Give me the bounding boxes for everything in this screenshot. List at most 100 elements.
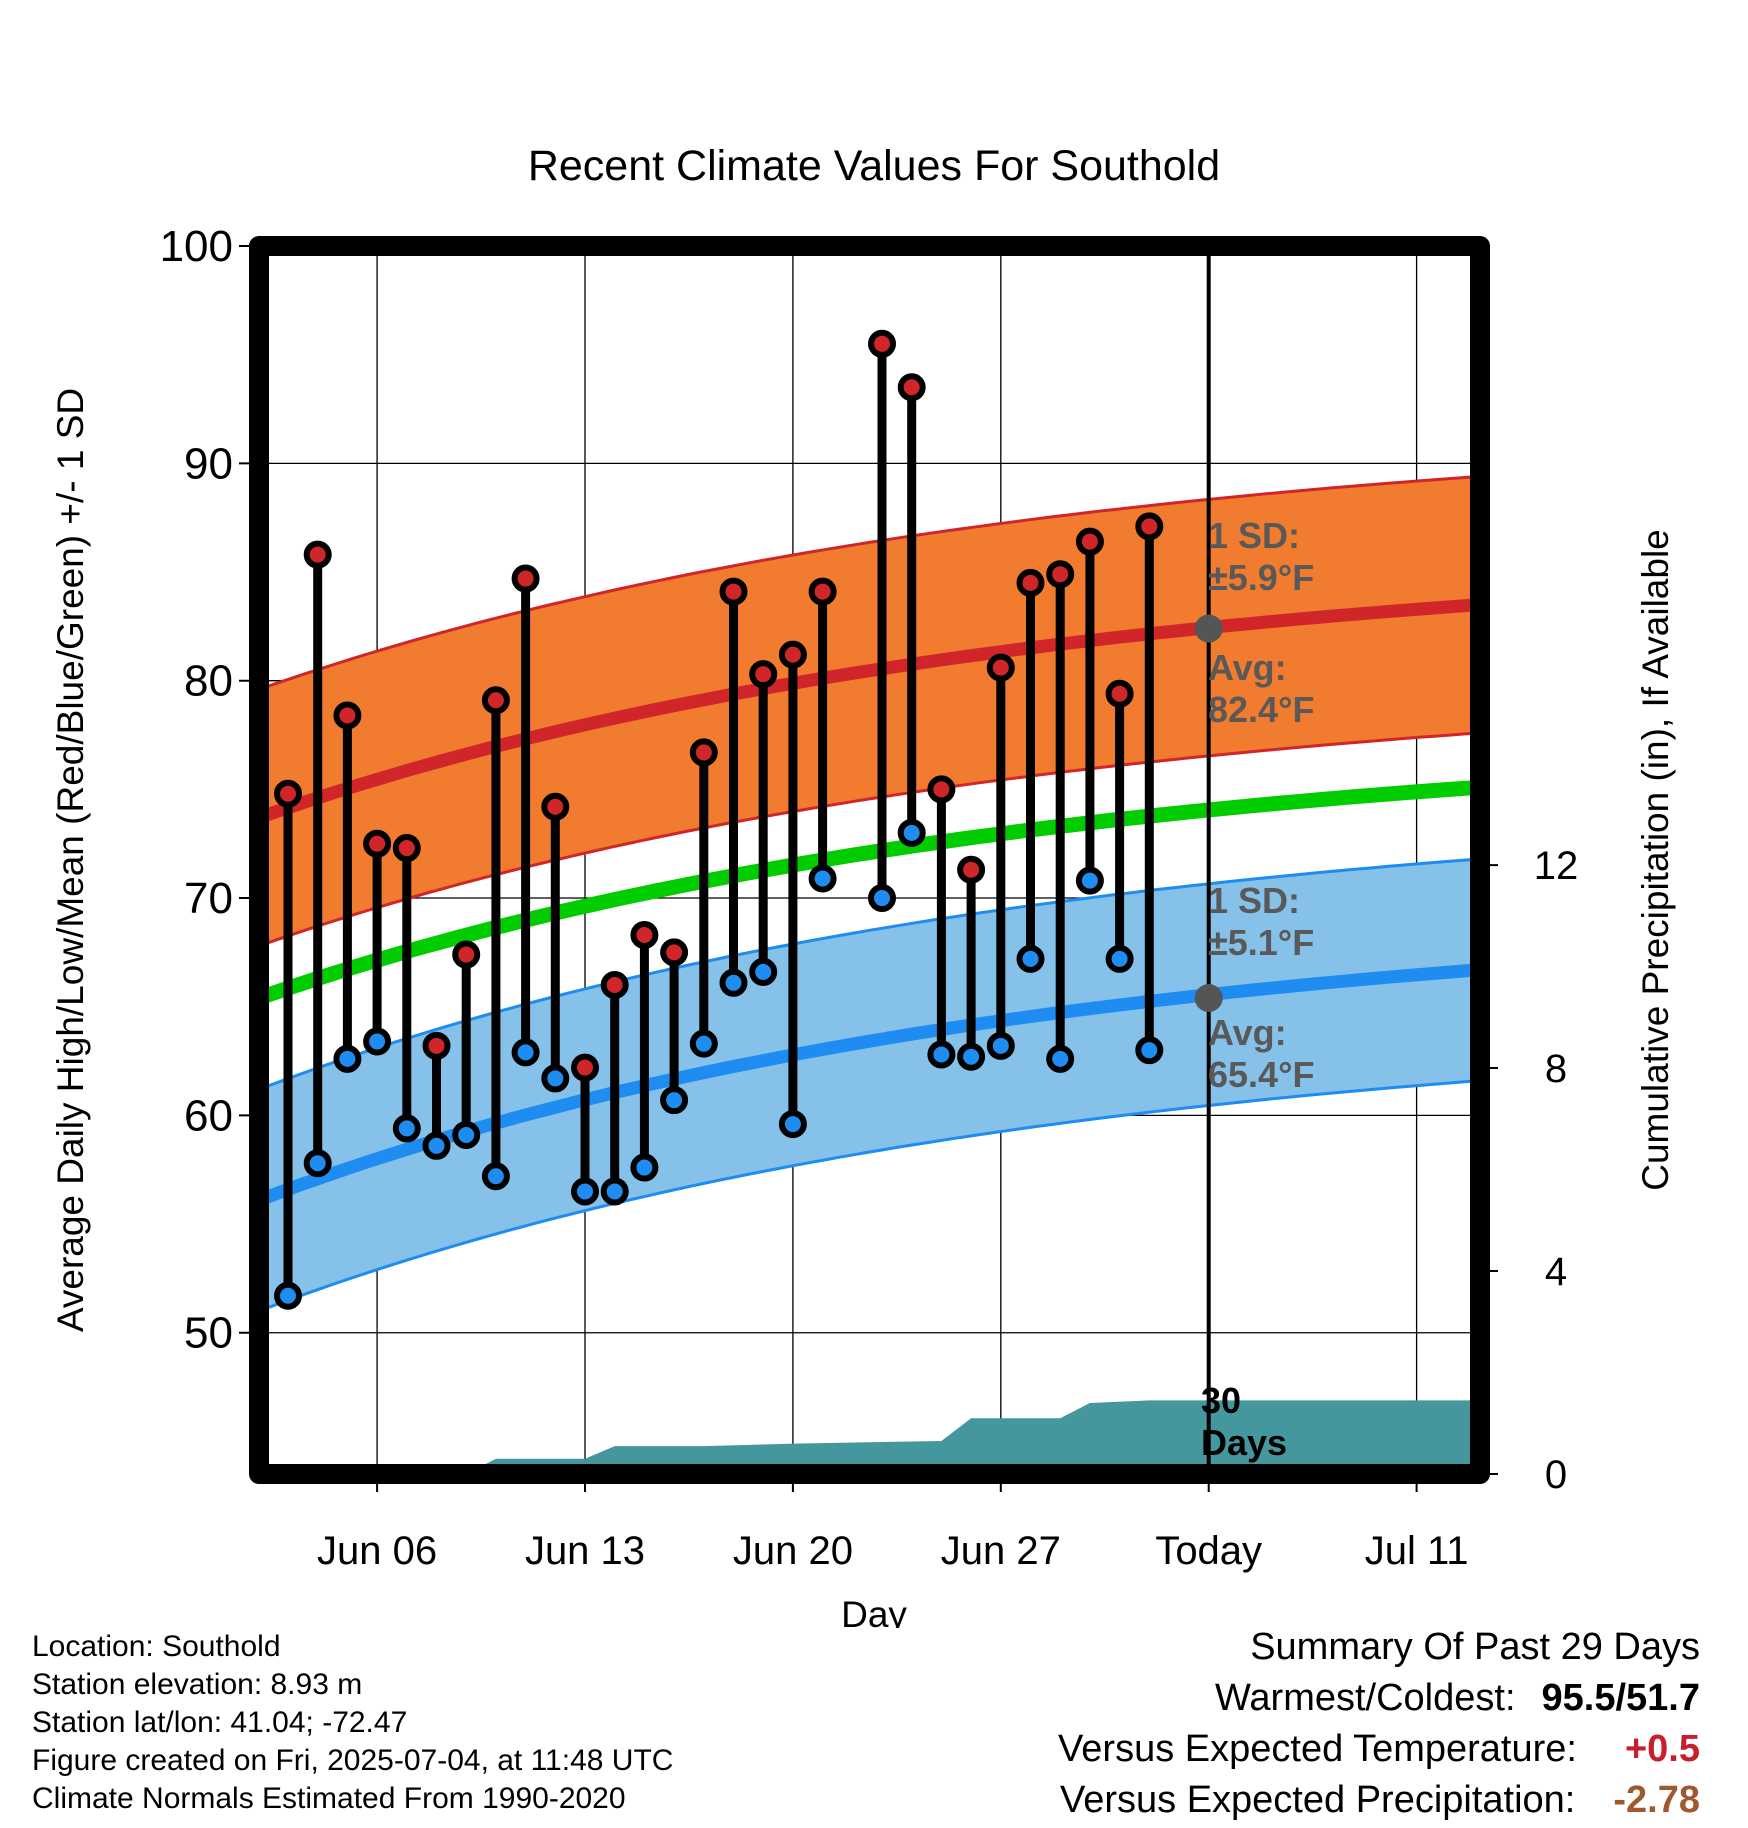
daily-low-point [363,1027,392,1056]
daily-high-point [749,660,778,689]
y-tick-label: 80 [184,657,233,706]
temp-anomaly-label: Versus Expected Temperature: [1058,1728,1577,1770]
low-band [259,858,1480,1311]
daily-low-point [452,1120,481,1149]
y2-tick-label: 12 [1534,844,1579,888]
warmest-coldest-value: 95.5/51.7 [1541,1677,1700,1719]
daily-high-point [1046,560,1075,589]
daily-high-point [392,834,421,863]
latlon-text: Station lat/lon: 41.04; -72.47 [32,1706,408,1739]
elevation-text: Station elevation: 8.93 m [32,1668,363,1701]
high-band [259,476,1480,946]
summary-precip-row: Versus Expected Precipitation: -2.78 [1058,1775,1700,1826]
daily-low-point [749,957,778,986]
y-axis-label: Average Daily High/Low/Mean (Red/Blue/Gr… [50,388,91,1332]
daily-low-point [571,1177,599,1206]
low-avg-label: Avg: [1208,1012,1287,1053]
plot-frame [249,236,1490,1484]
daily-high-point [541,792,570,821]
daily-high-point [986,653,1015,682]
daily-low-point [1046,1044,1075,1073]
high-sd-label: 1 SD: [1208,515,1300,556]
plot-area [239,236,1498,1492]
summary-warmest-row: Warmest/Coldest: 95.5/51.7 [1058,1673,1700,1724]
low-band-lower [258,1079,1481,1313]
precip-area [259,1400,1480,1474]
temp-anomaly-value: +0.5 [1624,1728,1700,1770]
y-tick-label: 70 [184,874,233,923]
high-band-lower [258,731,1481,948]
daily-high-point [422,1031,451,1060]
daily-high-point [1105,679,1134,708]
precip-anomaly-label: Versus Expected Precipitation: [1059,1779,1576,1821]
daily-low-point [778,1110,807,1139]
low-avg-value: 65.4°F [1208,1054,1314,1095]
daily-high-point [600,970,629,999]
daily-low-point [689,1029,718,1058]
daily-low-point [392,1114,421,1143]
daily-high-point [511,564,540,593]
high-normal-line [256,598,1481,824]
daily-high-point [897,373,926,402]
daily-high-point [719,577,748,606]
low-sd-label: 1 SD: [1208,880,1300,921]
summary-panel: Summary Of Past 29 Days Warmest/Coldest:… [1058,1622,1700,1826]
climate-chart: Recent Climate Values For Southold Avera… [50,142,1676,1628]
normals-text: Climate Normals Estimated From 1990-2020 [32,1782,626,1815]
daily-low-point [897,818,926,847]
precip-days-number: 30 [1201,1380,1241,1421]
precip-anomaly-value: -2.78 [1613,1779,1700,1821]
daily-low-point [481,1162,510,1191]
daily-low-point [927,1040,956,1069]
x-tick-label: Jul 11 [1365,1529,1469,1573]
daily-low-point [1105,944,1134,973]
x-tick-label: Jun 06 [317,1529,437,1573]
daily-high-point [303,540,332,569]
daily-low-point [541,1064,570,1093]
created-text: Figure created on Fri, 2025-07-04, at 11… [32,1744,674,1777]
daily-high-point [274,779,302,808]
daily-low-point [333,1044,362,1073]
daily-high-point [778,640,807,669]
today-low-normal-marker [1194,984,1223,1013]
daily-low-point [719,968,748,997]
daily-low-point [808,864,837,893]
high-avg-value: 82.4°F [1208,689,1314,730]
daily-high-point [363,829,392,858]
today-high-normal-marker [1194,614,1223,643]
daily-low-point [600,1177,629,1206]
low-sd-value: ±5.1°F [1208,922,1314,963]
y2-tick-label: 4 [1545,1250,1567,1294]
daily-low-point [1016,944,1045,973]
daily-high-point [689,738,718,767]
summary-title: Summary Of Past 29 Days [1250,1626,1700,1668]
mean-normal-line [256,779,1481,1006]
daily-low-point [511,1038,540,1067]
daily-high-point [481,686,510,715]
annotations: 1 SD: ±5.9°F Avg: 82.4°F 1 SD: ±5.1°F Av… [1201,515,1314,1463]
daily-high-point [571,1053,599,1082]
daily-low-point [660,1086,689,1115]
high-sd-value: ±5.9°F [1208,557,1314,598]
station-info: Location: Southold Station elevation: 8.… [32,1628,673,1818]
daily-low-point [422,1131,451,1160]
location-text: Location: Southold [32,1630,281,1663]
daily-high-point [333,701,362,730]
y2-tick-label: 8 [1545,1047,1567,1091]
y-tick-label: 50 [184,1309,233,1358]
high-band-upper [258,474,1481,691]
chart-title: Recent Climate Values For Southold [528,142,1220,190]
daily-low-point [1135,1036,1164,1065]
y-tick-label: 100 [160,222,233,271]
daily-high-point [660,938,689,967]
x-axis-label: Day [841,1594,907,1628]
high-avg-label: Avg: [1208,647,1287,688]
warmest-coldest-label: Warmest/Coldest: [1214,1677,1516,1719]
daily-low-point [868,884,896,913]
daily-high-point [1016,568,1045,597]
y2-tick-label: 0 [1545,1453,1567,1497]
daily-low-point [630,1153,659,1182]
daily-low-point [303,1149,332,1178]
daily-low-point [274,1281,302,1310]
daily-high-point [868,329,896,358]
